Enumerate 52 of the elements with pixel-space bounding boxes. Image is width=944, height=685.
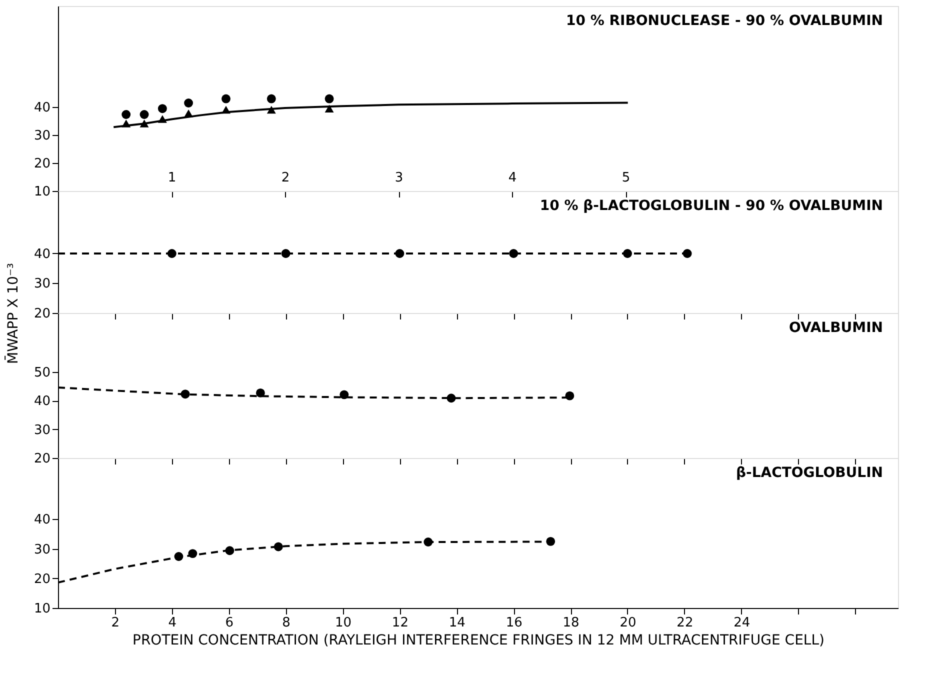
point [184, 98, 194, 108]
x-axis-title: PROTEIN CONCENTRATION (RAYLEIGH INTERFERENCE FRINGES IN 12 MM ULTRACENTRIFUGE CELL) [132, 632, 824, 648]
x-tick-label: 1 [168, 170, 176, 186]
line-series [112, 102, 629, 128]
y-tick-label: 40 [34, 394, 50, 410]
y-tick-label: 30 [34, 542, 50, 558]
x-tick-label: 4 [168, 616, 177, 630]
x-tick-label: 14 [448, 616, 466, 630]
x-tick-label: 18 [562, 616, 580, 630]
y-tick-label: 30 [34, 276, 50, 292]
x-tick-label: 22 [676, 616, 694, 630]
annotation: β-LACTOGLOBULIN [736, 465, 883, 481]
x-tick-label: 20 [620, 616, 636, 630]
x-tick-label: 24 [734, 616, 750, 630]
y-tick-label: 10 [34, 184, 50, 200]
y-tick-label: 20 [34, 572, 50, 587]
y-tick-label: 30 [34, 422, 50, 438]
y-tick-label: 30 [34, 128, 50, 144]
point [122, 110, 131, 119]
y-tick-label: 20 [34, 452, 50, 466]
y-tick-label: 50 [34, 366, 50, 381]
point [324, 94, 334, 104]
x-tick-label: 12 [392, 616, 408, 630]
y-tick-label: 10 [34, 602, 50, 616]
annotation: OVALBUMIN [788, 320, 883, 336]
x-tick-label: 4 [508, 170, 517, 186]
y-axis-title: M̄WAPP X 10⁻³ [4, 263, 22, 364]
point [140, 110, 149, 119]
y-tick-label: 40 [34, 100, 50, 116]
point [225, 546, 234, 556]
annotation: 10 % RIBONUCLEASE - 90 % OVALBUMIN [566, 13, 883, 29]
x-tick-label: 8 [282, 616, 290, 630]
point [174, 552, 184, 561]
y-tick-label: 20 [34, 306, 50, 322]
x-tick-label: 10 [334, 616, 352, 630]
x-tick-label: 2 [281, 170, 290, 186]
x-tick-label: 16 [506, 616, 522, 630]
point [158, 104, 167, 114]
y-tick-label: 40 [34, 512, 50, 528]
point [266, 94, 276, 104]
x-tick-label: 2 [111, 616, 120, 630]
annotation: 10 % β-LACTOGLOBULIN - 90 % OVALBUMIN [540, 198, 883, 214]
point [424, 538, 433, 546]
y-tick-label: 20 [34, 156, 50, 172]
y-tick-label: 40 [34, 246, 50, 262]
x-tick-label: 3 [394, 170, 404, 186]
x-tick-label: 6 [225, 616, 234, 630]
x-tick-label: 5 [622, 170, 630, 186]
point [546, 536, 556, 546]
point [188, 549, 198, 558]
point [274, 542, 283, 552]
point [222, 94, 230, 104]
